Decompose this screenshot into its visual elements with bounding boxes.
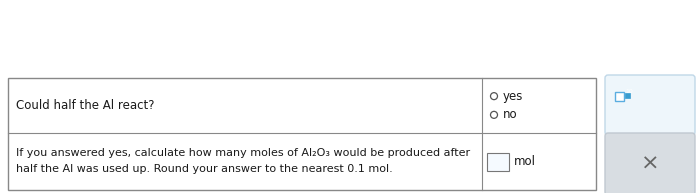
Text: yes: yes xyxy=(503,90,523,103)
Circle shape xyxy=(491,111,498,118)
Text: If you answered yes, calculate how many moles of Al₂O₃ would be produced after: If you answered yes, calculate how many … xyxy=(16,148,470,158)
Text: ×: × xyxy=(640,154,659,174)
FancyBboxPatch shape xyxy=(605,75,695,135)
Text: mol: mol xyxy=(514,155,536,168)
Circle shape xyxy=(491,93,498,100)
Bar xyxy=(8,78,596,190)
Text: Could half the Al react?: Could half the Al react? xyxy=(16,99,155,112)
Text: no: no xyxy=(503,108,517,121)
FancyBboxPatch shape xyxy=(605,133,695,193)
Text: 10: 10 xyxy=(625,89,633,94)
Bar xyxy=(615,92,624,101)
Bar xyxy=(625,93,630,98)
Bar xyxy=(487,152,509,170)
Text: half the Al was used up. Round your answer to the nearest 0.1 mol.: half the Al was used up. Round your answ… xyxy=(16,164,393,174)
